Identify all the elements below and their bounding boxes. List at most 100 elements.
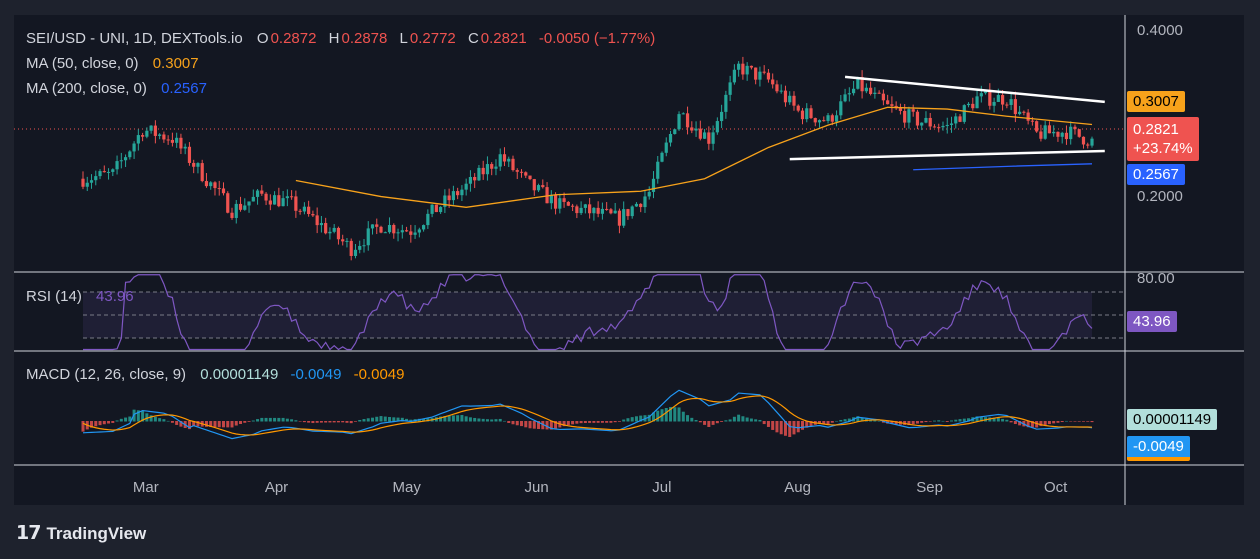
candle-body xyxy=(213,182,217,189)
candle-body xyxy=(860,77,864,92)
candle-body xyxy=(983,91,988,94)
macd-histogram-bar xyxy=(234,421,238,426)
candle-body xyxy=(183,146,187,149)
macd-histogram-bar xyxy=(715,421,719,424)
candle-body xyxy=(439,206,443,213)
candle-body xyxy=(809,108,813,119)
macd-histogram-bar xyxy=(617,421,621,422)
close-value: 0.2821 xyxy=(480,30,527,47)
candle-body xyxy=(928,117,932,127)
candle-body xyxy=(209,182,213,187)
candle-body xyxy=(792,95,796,106)
candle-body xyxy=(673,129,677,134)
candle-body xyxy=(81,178,85,187)
candle-body xyxy=(1056,131,1060,137)
macd-histogram-bar xyxy=(460,415,464,422)
macd-histogram-bar xyxy=(115,420,119,422)
macd-histogram-bar xyxy=(396,417,400,422)
lower-trendline xyxy=(789,149,1105,161)
candle-body xyxy=(277,195,281,207)
candle-body xyxy=(707,132,711,144)
candle-body xyxy=(311,214,315,216)
macd-histogram-bar xyxy=(204,421,208,427)
tradingview-logo-icon: 𝟭𝟳 xyxy=(16,523,41,544)
candle-body xyxy=(1060,132,1064,137)
open-value: 0.2872 xyxy=(270,30,317,47)
candle-body xyxy=(873,92,877,94)
tradingview-brand[interactable]: 𝟭𝟳 TradingView xyxy=(16,522,146,545)
candle-body xyxy=(481,167,485,175)
candle-body xyxy=(238,203,243,210)
ma50-legend[interactable]: MA (50, close, 0) 0.3007 xyxy=(26,55,201,72)
macd-histogram-bar xyxy=(345,421,349,423)
macd-histogram-bar xyxy=(170,421,174,423)
candle-body xyxy=(532,179,536,191)
rsi-label: RSI (14) xyxy=(26,288,82,305)
macd-histogram-bar xyxy=(745,417,749,422)
macd-histogram-bar xyxy=(192,421,196,426)
macd-histogram-bar xyxy=(694,420,698,422)
candle-body xyxy=(166,139,170,141)
macd-histogram-bar xyxy=(332,421,336,423)
macd-histogram-bar xyxy=(928,421,932,422)
macd-histogram-bar xyxy=(1005,419,1009,422)
macd-histogram-bar xyxy=(477,418,481,422)
macd-histogram-bar xyxy=(439,416,443,422)
macd-histogram-bar xyxy=(494,419,498,422)
candle-body xyxy=(128,151,132,158)
candle-body xyxy=(639,203,643,208)
rsi-line xyxy=(83,274,1093,351)
macd-histogram-bar xyxy=(94,421,98,427)
macd-histogram-bar xyxy=(102,421,106,425)
candle-body xyxy=(647,191,651,197)
macd-histogram-bar xyxy=(1001,418,1005,422)
candle-body xyxy=(1086,144,1090,146)
candle-body xyxy=(1026,112,1030,121)
macd-histogram-bar xyxy=(273,417,277,422)
rsi-legend[interactable]: RSI (14) 43.96 xyxy=(26,288,136,305)
macd-histogram-bar xyxy=(524,421,528,428)
symbol-legend[interactable]: SEI/USD - UNI, 1D, DEXTools.io O 0.2872 H… xyxy=(26,30,657,47)
candle-body xyxy=(741,63,745,75)
candle-body xyxy=(353,249,358,256)
candle-body xyxy=(545,187,549,204)
candle-body xyxy=(843,94,847,102)
candle-body xyxy=(507,158,511,162)
macd-histogram-bar xyxy=(758,419,762,422)
low-value: 0.2772 xyxy=(409,30,456,47)
macd-histogram-bar xyxy=(209,421,213,427)
candle-body xyxy=(588,204,592,214)
macd-histogram-bar xyxy=(958,419,962,422)
candle-body xyxy=(1000,95,1005,105)
candle-body xyxy=(498,154,502,167)
macd-histogram-bar xyxy=(907,421,911,426)
candle-body xyxy=(596,207,600,214)
macd-histogram-bar xyxy=(686,415,690,422)
macd-histogram-bar xyxy=(1060,421,1064,423)
macd-histogram-bar xyxy=(481,418,485,422)
macd-histogram-bar xyxy=(251,420,255,422)
macd-histogram-bar xyxy=(894,421,898,425)
candle-body xyxy=(1064,132,1069,140)
candle-body xyxy=(962,105,966,122)
macd-histogram-bar xyxy=(979,416,983,422)
macd-histogram-bar xyxy=(562,421,566,427)
candle-body xyxy=(379,226,383,233)
candle-body xyxy=(745,65,749,75)
macd-histogram-bar xyxy=(626,418,630,422)
price-tick-high: 0.4000 xyxy=(1137,22,1183,39)
candle-body xyxy=(830,115,834,122)
macd-histogram-bar xyxy=(158,418,162,422)
candle-body xyxy=(221,188,226,194)
candle-body xyxy=(494,166,498,169)
candle-body xyxy=(890,104,894,106)
price-badge: 0.2821 +23.74% xyxy=(1127,117,1199,161)
macd-legend[interactable]: MACD (12, 26, close, 9) 0.00001149 -0.00… xyxy=(26,366,406,383)
macd-histogram-bar xyxy=(575,421,579,424)
ma200-line xyxy=(913,163,1093,171)
ma200-legend[interactable]: MA (200, close, 0) 0.2567 xyxy=(26,80,209,97)
candle-body xyxy=(911,109,915,112)
candle-body xyxy=(158,134,162,136)
candle-body xyxy=(668,133,673,143)
